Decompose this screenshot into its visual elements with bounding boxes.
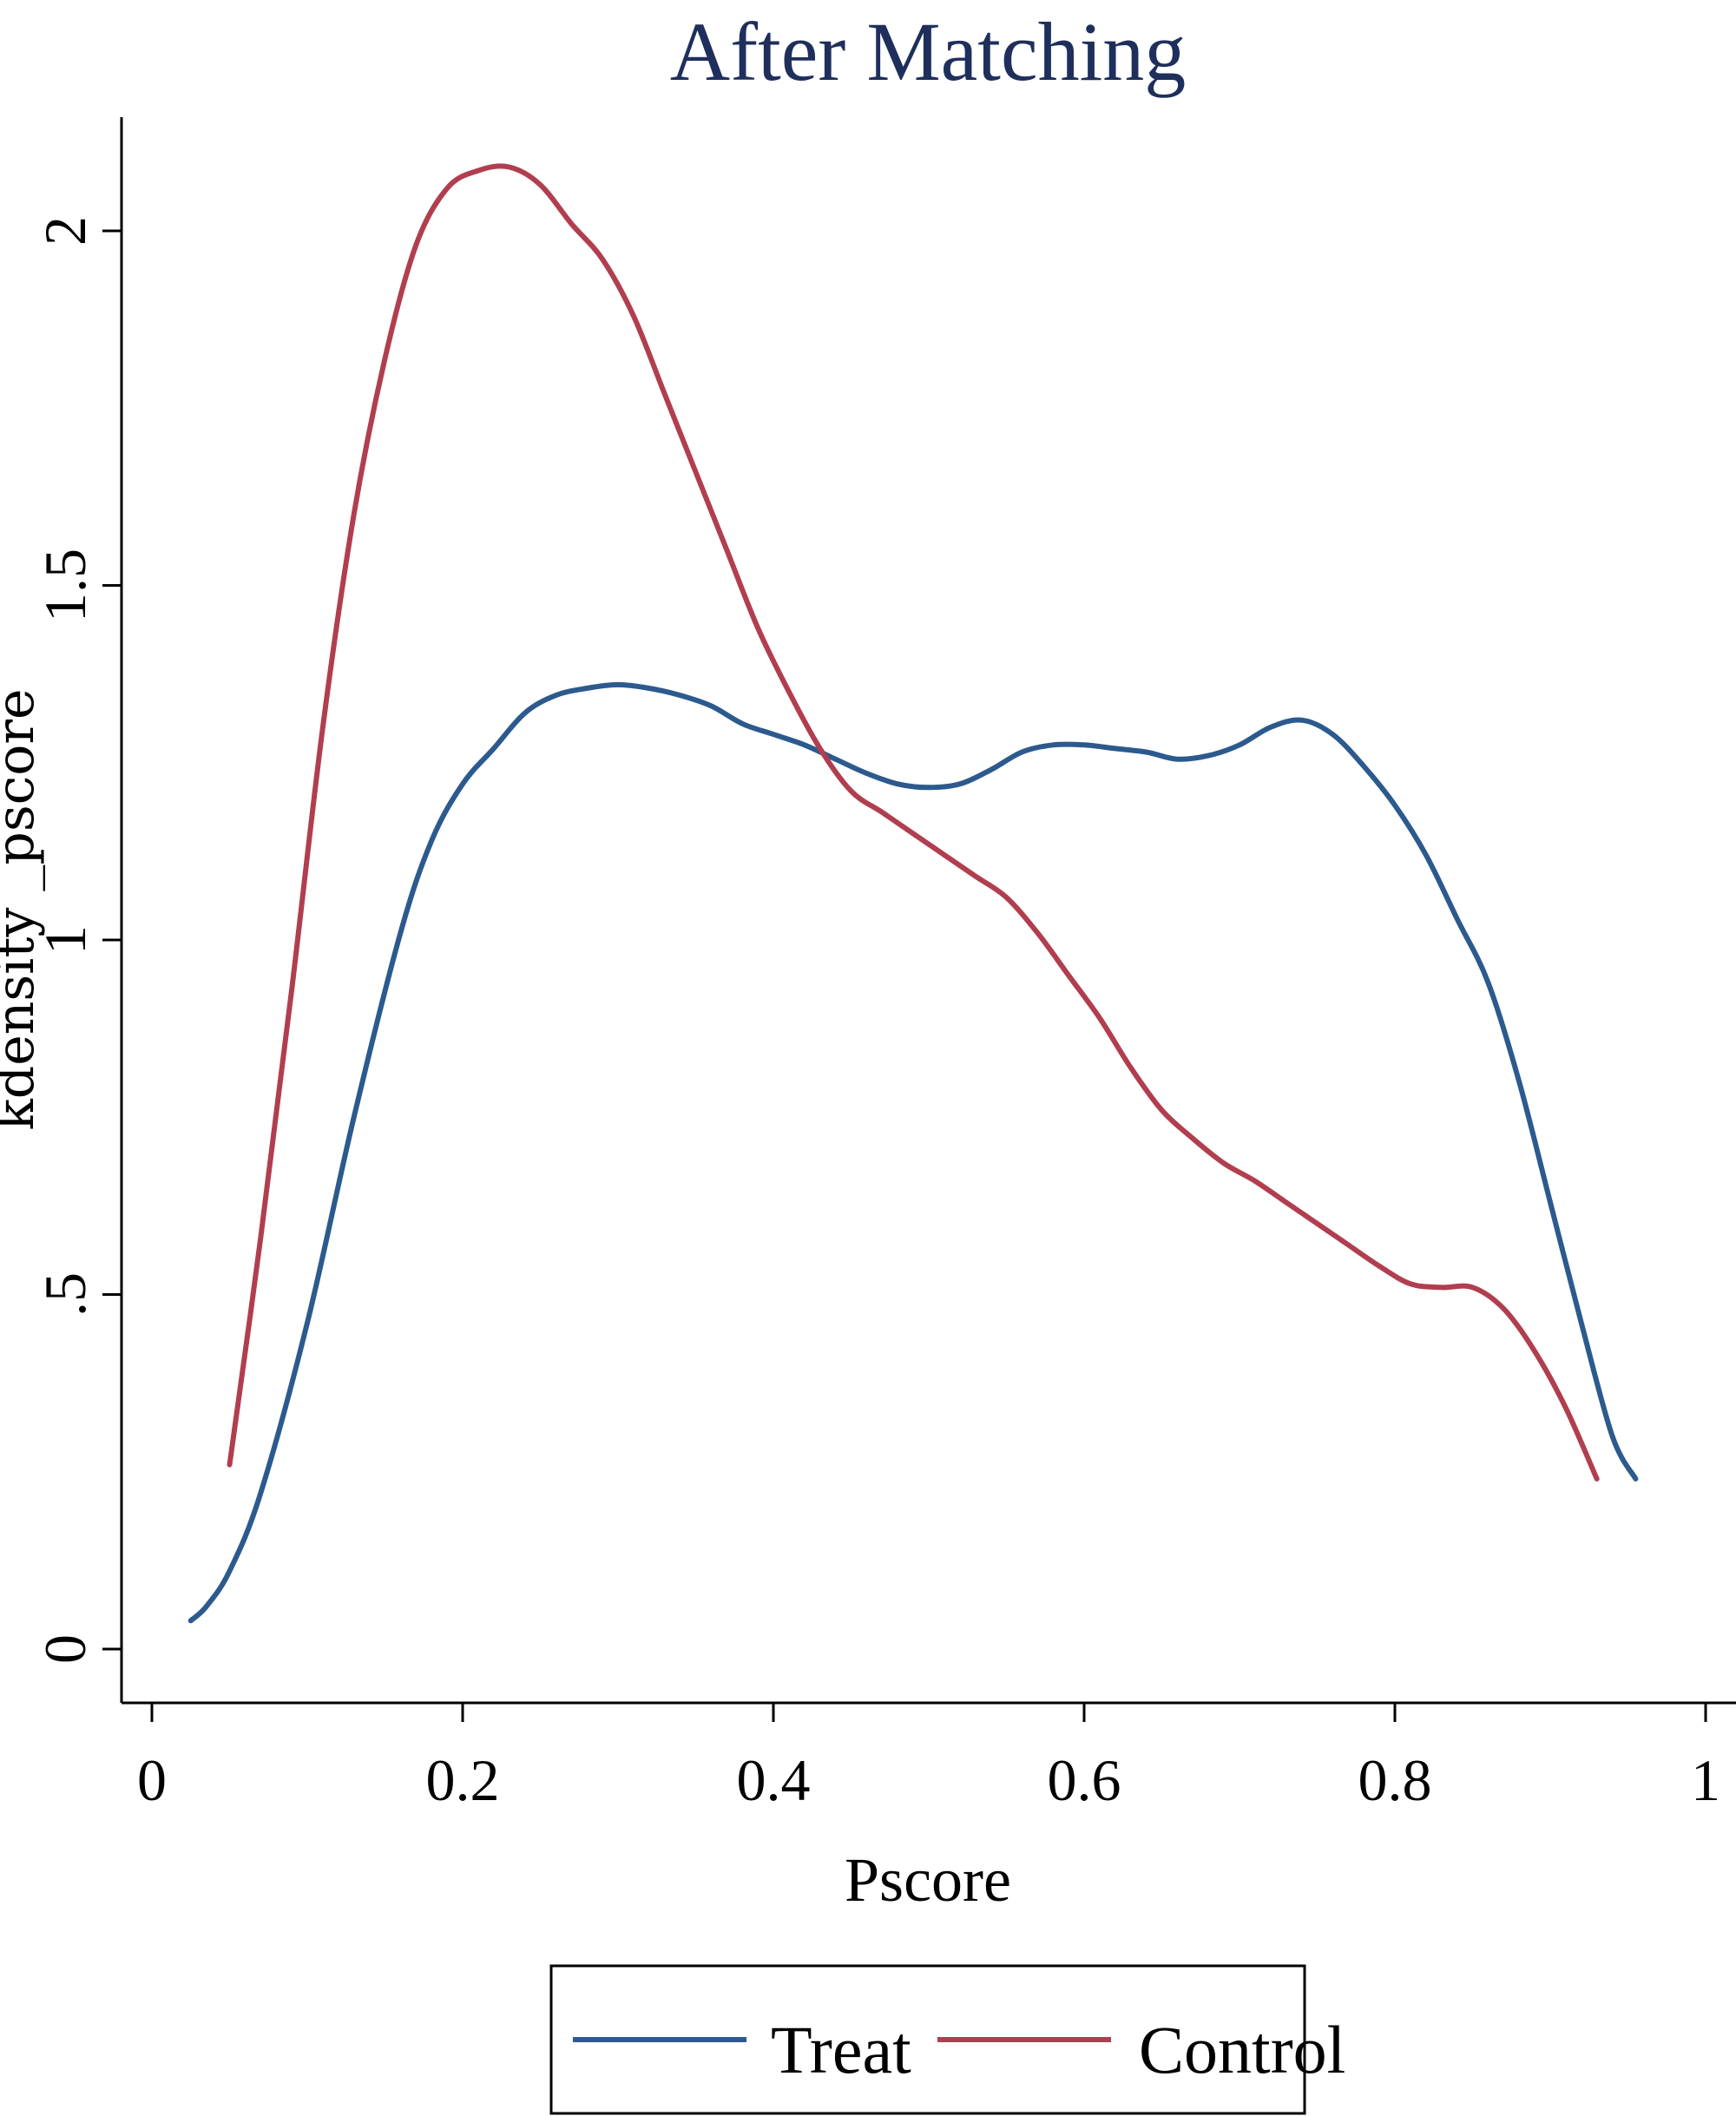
- y-tick-label: 0: [32, 1634, 98, 1664]
- legend-label-treat: Treat: [771, 2012, 911, 2087]
- series-line-treat: [187, 681, 1639, 1624]
- y-tick-label: 1: [32, 925, 98, 955]
- y-axis-label: kdensity _pscore: [0, 688, 46, 1130]
- x-tick-label: 0.4: [737, 1747, 811, 1813]
- x-axis-ticks: 0 0.2 0.4 0.6 0.8 1: [137, 1703, 1720, 1813]
- x-tick-label: 0.2: [426, 1747, 500, 1813]
- legend: Treat Control: [549, 1964, 1345, 2115]
- y-tick-label: .5: [32, 1272, 98, 1317]
- x-tick-label: 1: [1691, 1747, 1720, 1813]
- series-layer: [187, 163, 1639, 1624]
- x-axis-label: Pscore: [845, 1845, 1011, 1915]
- y-tick-label: 2: [32, 216, 98, 246]
- y-axis-ticks: 0 .5 1 1.5 2: [32, 216, 122, 1664]
- series-line-control: [227, 163, 1600, 1482]
- x-tick-label: 0: [137, 1747, 167, 1813]
- x-tick-label: 0.8: [1358, 1747, 1432, 1813]
- legend-label-control: Control: [1139, 2012, 1345, 2087]
- x-tick-label: 0.6: [1048, 1747, 1121, 1813]
- chart-title: After Matching: [670, 5, 1186, 98]
- y-tick-label: 1.5: [32, 549, 98, 622]
